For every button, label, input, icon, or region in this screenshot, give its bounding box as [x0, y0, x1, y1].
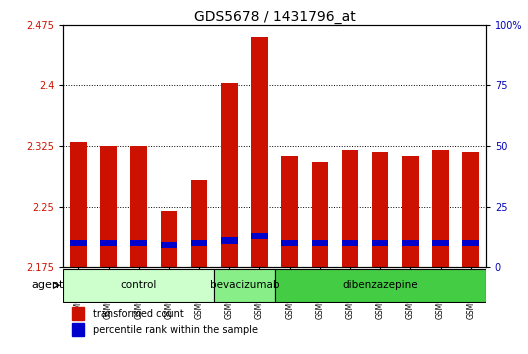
- Bar: [463, 240, 479, 246]
- Bar: [281, 156, 298, 267]
- Text: agent: agent: [32, 280, 64, 290]
- Bar: [463, 152, 479, 267]
- Bar: [130, 146, 147, 267]
- Bar: [342, 240, 359, 246]
- FancyBboxPatch shape: [275, 269, 486, 302]
- Bar: [72, 324, 84, 336]
- Bar: [70, 142, 87, 267]
- Bar: [432, 150, 449, 267]
- Bar: [342, 150, 359, 267]
- Bar: [70, 240, 87, 246]
- FancyBboxPatch shape: [214, 269, 275, 302]
- Bar: [191, 240, 208, 246]
- Title: GDS5678 / 1431796_at: GDS5678 / 1431796_at: [194, 10, 355, 24]
- Bar: [251, 233, 268, 239]
- Bar: [251, 37, 268, 267]
- Text: dibenzazepine: dibenzazepine: [342, 280, 418, 290]
- Bar: [130, 240, 147, 246]
- Bar: [72, 307, 84, 320]
- Bar: [281, 240, 298, 246]
- FancyBboxPatch shape: [63, 269, 214, 302]
- Bar: [312, 162, 328, 267]
- Text: bevacizumab: bevacizumab: [210, 280, 279, 290]
- Bar: [432, 240, 449, 246]
- Bar: [161, 242, 177, 249]
- Bar: [161, 211, 177, 267]
- Bar: [100, 146, 117, 267]
- Text: control: control: [120, 280, 157, 290]
- Bar: [100, 240, 117, 246]
- Bar: [402, 156, 419, 267]
- Text: percentile rank within the sample: percentile rank within the sample: [93, 325, 258, 335]
- Bar: [372, 240, 389, 246]
- Bar: [312, 240, 328, 246]
- Bar: [372, 152, 389, 267]
- Text: transformed count: transformed count: [93, 309, 184, 319]
- Bar: [191, 180, 208, 267]
- Bar: [221, 83, 238, 267]
- Bar: [402, 240, 419, 246]
- Bar: [221, 238, 238, 244]
